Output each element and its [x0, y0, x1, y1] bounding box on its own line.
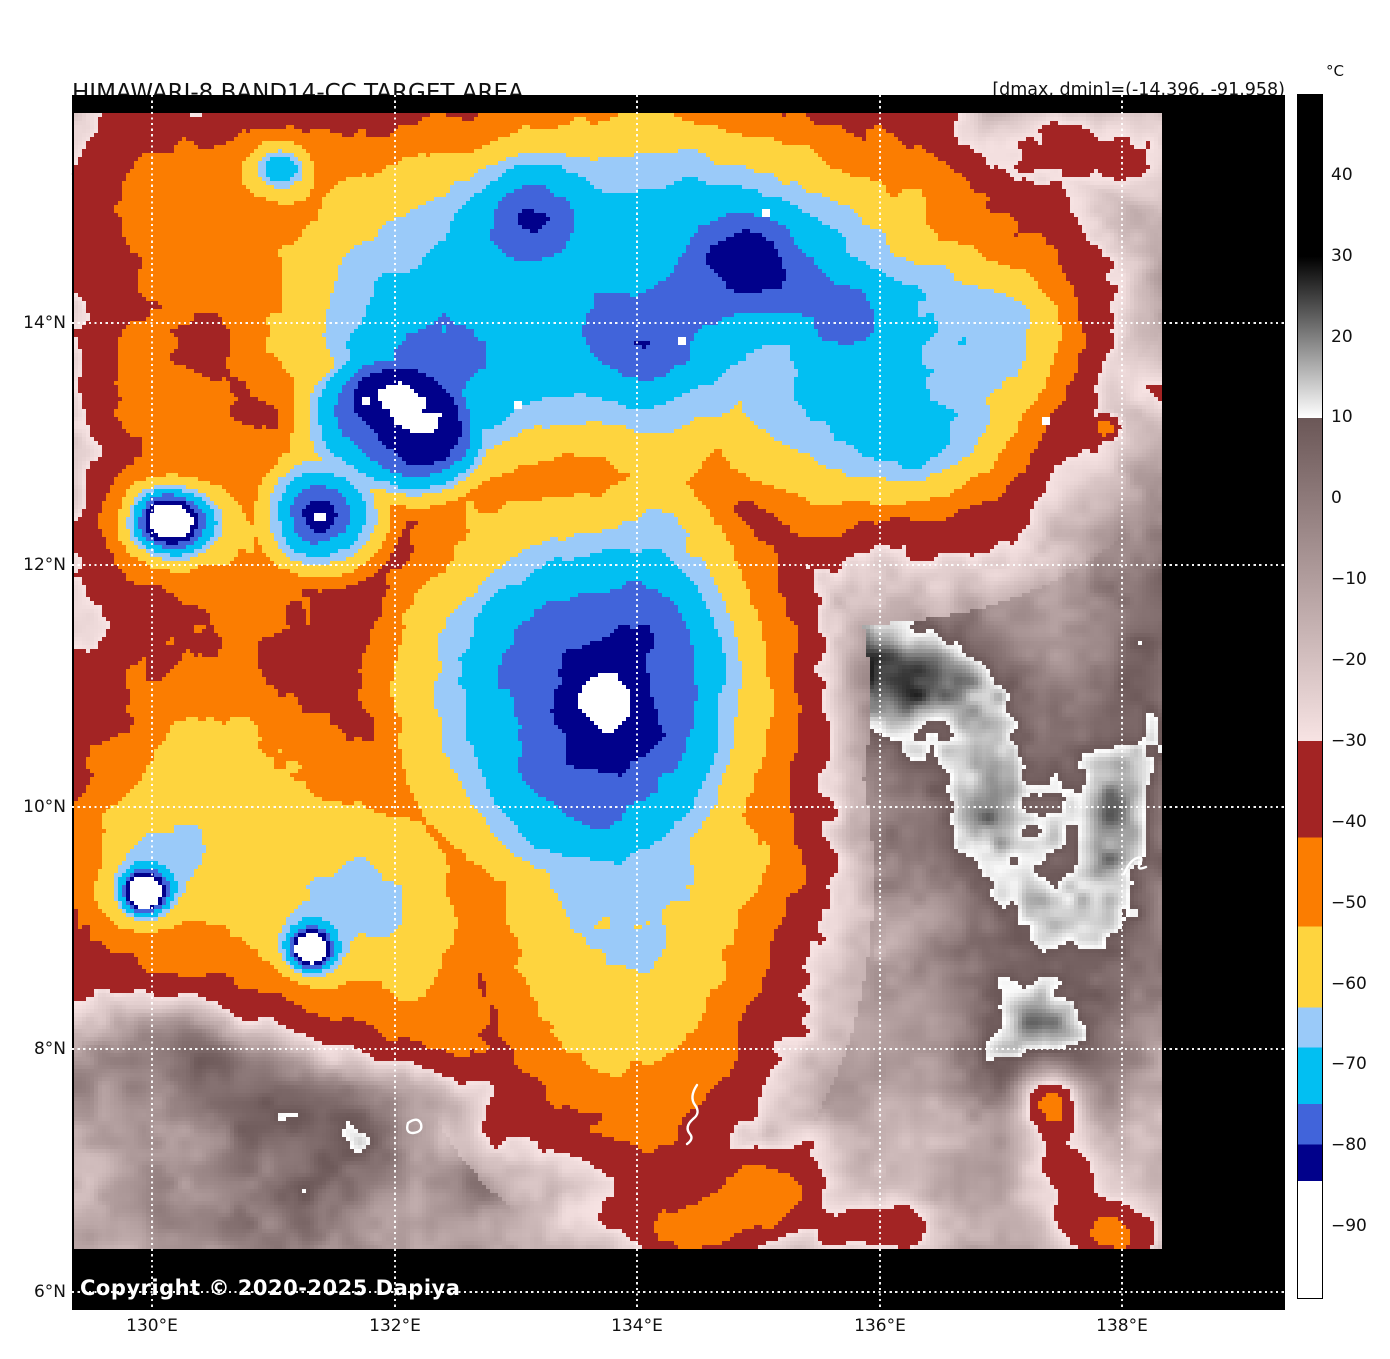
- colorbar-unit-label: °C: [1326, 62, 1344, 80]
- copyright-label: Copyright © 2020-2025 Dapiya: [80, 1276, 461, 1300]
- colorbar-tick-label: −20: [1331, 650, 1367, 671]
- gridline-vertical: [1121, 95, 1123, 1310]
- y-tick-label: 8°N: [33, 1039, 66, 1059]
- x-tick-label: 132°E: [369, 1316, 421, 1336]
- y-tick-label: 14°N: [23, 313, 66, 333]
- x-tick-label: 136°E: [854, 1316, 906, 1336]
- colorbar-tick-label: −40: [1331, 811, 1367, 832]
- y-tick-label: 10°N: [23, 797, 66, 817]
- gridline-vertical: [151, 95, 153, 1310]
- x-tick-label: 134°E: [611, 1316, 663, 1336]
- y-tick-label: 6°N: [33, 1282, 66, 1302]
- gridline-horizontal: [72, 1048, 1285, 1050]
- title-line: HIMAWARI-8 BAND14-CC TARGET AREA: [72, 80, 524, 106]
- gridline-horizontal: [72, 806, 1285, 808]
- colorbar-tick-label: −30: [1331, 730, 1367, 751]
- satellite-image: [74, 113, 1162, 1249]
- colorbar-tick-label: 40: [1331, 164, 1353, 185]
- plot-area: Copyright © 2020-2025 Dapiya: [72, 95, 1285, 1310]
- colorbar-tick-label: −10: [1331, 569, 1367, 590]
- y-tick-label: 12°N: [23, 555, 66, 575]
- colorbar: [1297, 94, 1323, 1299]
- gridline-horizontal: [72, 1291, 1285, 1293]
- gridline-horizontal: [72, 322, 1285, 324]
- colorbar-tick-label: 20: [1331, 326, 1353, 347]
- x-tick-label: 138°E: [1096, 1316, 1148, 1336]
- colorbar-tick-label: −70: [1331, 1054, 1367, 1075]
- colorbar-tick-label: −50: [1331, 892, 1367, 913]
- gridline-vertical: [394, 95, 396, 1310]
- colorbar-tick-label: −90: [1331, 1216, 1367, 1237]
- colorbar-tick-label: 30: [1331, 245, 1353, 266]
- colorbar-tick-label: 0: [1331, 488, 1342, 509]
- colorbar-tick-label: 10: [1331, 407, 1353, 428]
- colorbar-tick-label: −60: [1331, 973, 1367, 994]
- gridline-vertical: [879, 95, 881, 1310]
- colorbar-tick-label: −80: [1331, 1135, 1367, 1156]
- gridline-horizontal: [72, 564, 1285, 566]
- x-tick-label: 130°E: [126, 1316, 178, 1336]
- gridline-vertical: [636, 95, 638, 1310]
